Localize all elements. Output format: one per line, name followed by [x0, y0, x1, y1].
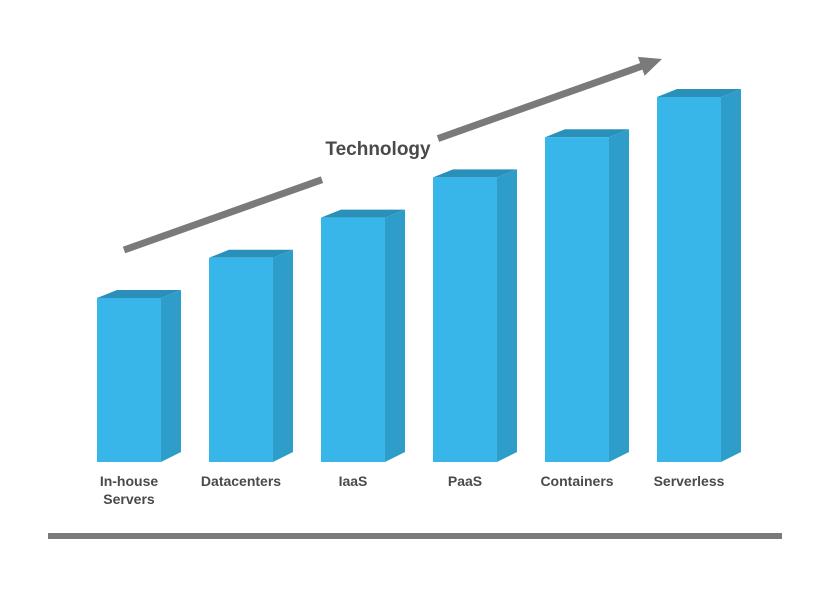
bar-top-face — [209, 249, 293, 258]
trend-arrowhead — [637, 56, 662, 76]
bar-top-face — [545, 129, 629, 138]
bar-side-face — [721, 89, 741, 462]
bar-front-face — [97, 298, 161, 462]
bar-front-face — [321, 217, 385, 462]
bar-5 — [545, 129, 629, 462]
bar-4 — [433, 169, 517, 462]
bar-6 — [657, 89, 741, 462]
bar-side-face — [385, 209, 405, 462]
trend-line-lower — [122, 176, 324, 254]
bar-front-face — [545, 137, 609, 462]
bar-3 — [321, 209, 405, 462]
category-label: Serverless — [653, 473, 725, 489]
category-label: In-house Servers — [99, 473, 159, 507]
category-label: PaaS — [447, 473, 483, 489]
bar-front-face — [433, 177, 497, 462]
bar-front-face — [209, 257, 273, 462]
bar-side-face — [497, 169, 517, 462]
bar-top-face — [97, 290, 181, 298]
trend-arrow — [122, 56, 662, 254]
chart-title: Technology — [325, 139, 431, 160]
bars-group — [97, 89, 741, 462]
trend-line-upper — [436, 61, 648, 142]
bar-side-face — [609, 129, 629, 462]
bar-2 — [209, 249, 293, 462]
category-label: IaaS — [338, 473, 368, 489]
bar-top-face — [657, 89, 741, 97]
bar-side-face — [161, 290, 181, 462]
bar-top-face — [433, 169, 517, 178]
bar-front-face — [657, 97, 721, 462]
category-label: Containers — [540, 473, 614, 489]
bar-side-face — [273, 249, 293, 462]
bar-1 — [97, 290, 181, 462]
bar-top-face — [321, 209, 405, 218]
category-label: Datacenters — [200, 473, 282, 489]
